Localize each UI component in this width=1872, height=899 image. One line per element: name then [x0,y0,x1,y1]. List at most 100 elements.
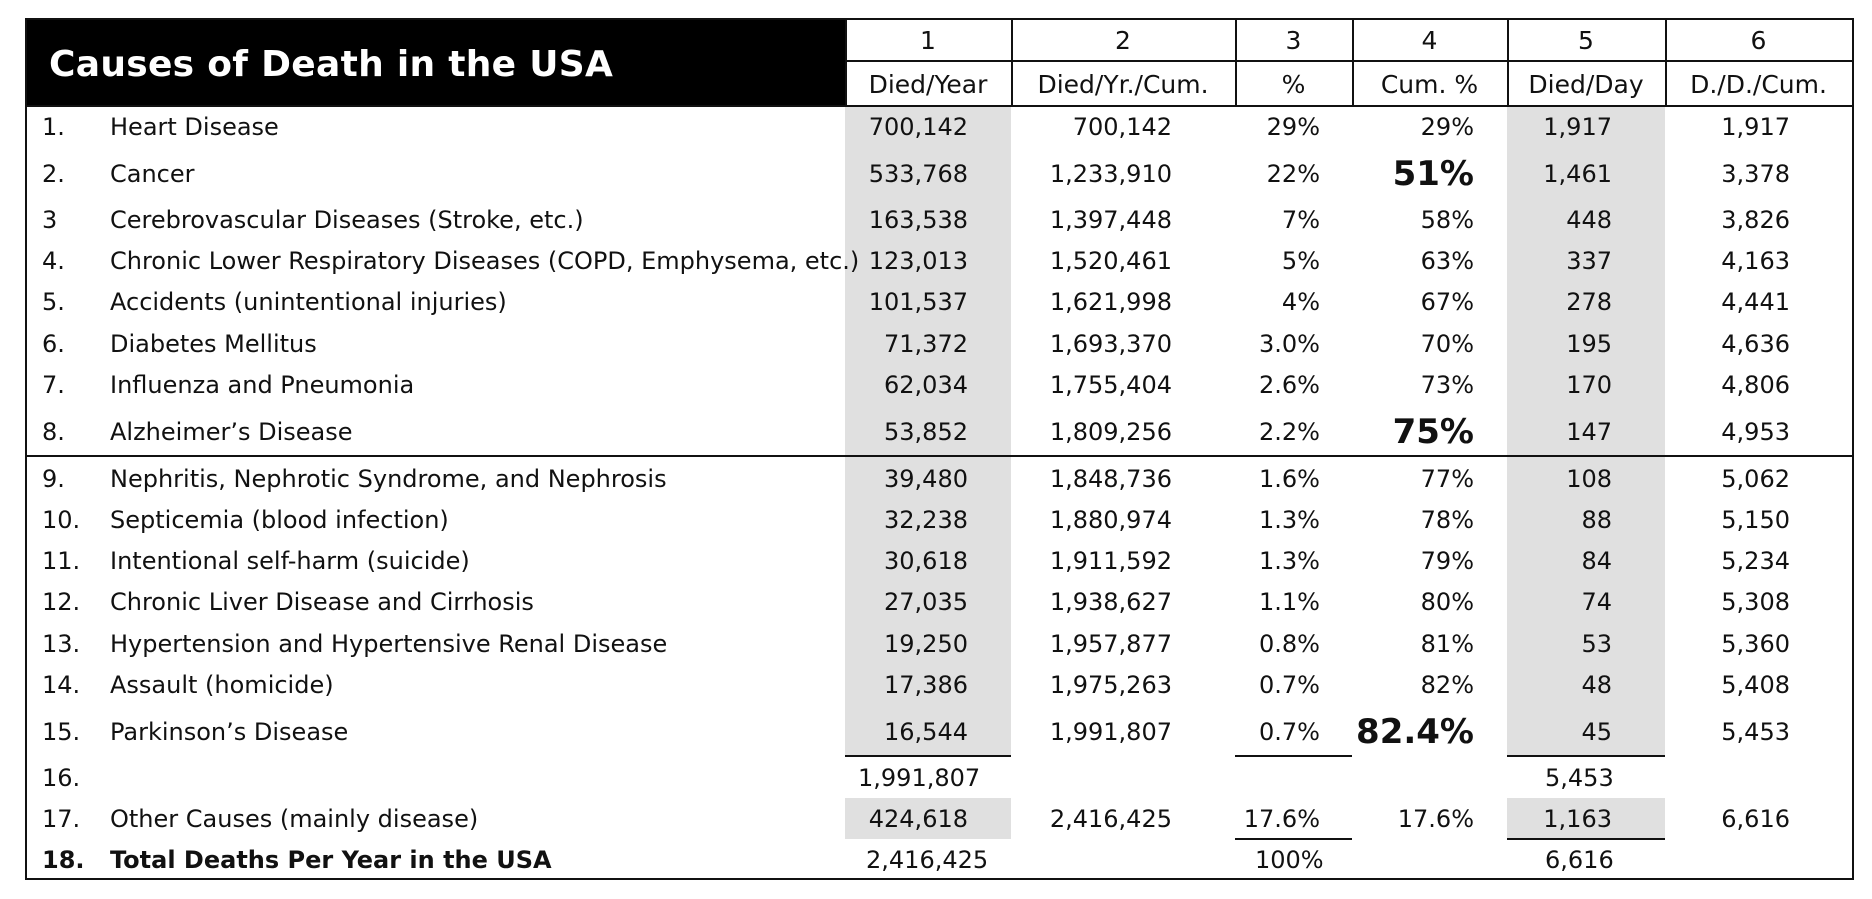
row-rank: 5. [42,288,65,316]
cell-cum-pct: 58% [1420,206,1474,234]
cell-died-year: 27,035 [884,588,968,616]
cell-died-cum: 1,991,807 [1049,718,1172,746]
row-rank: 8. [42,418,65,446]
row-cause: Alzheimer’s Disease [110,418,353,446]
row-rank: 18. [42,846,85,874]
cell-cum-pct: 67% [1420,288,1474,316]
cell-died-day: 1,163 [1543,805,1612,833]
cell-died-year: 101,537 [868,288,968,316]
cell-cum-pct: 82.4% [1356,712,1474,752]
section-divider [27,455,1852,457]
cell-pct: 100% [1255,846,1324,874]
row-cause: Septicemia (blood infection) [110,506,449,534]
cell-died-day: 5,453 [1545,764,1614,792]
cell-died-cum: 1,975,263 [1049,671,1172,699]
cell-died-year: 30,618 [884,547,968,575]
row-rank: 11. [42,547,81,575]
cell-died-cum: 700,142 [1072,113,1172,141]
cell-died-year: 533,768 [868,160,968,188]
cell-cum-pct: 77% [1420,465,1474,493]
row-rank: 7. [42,371,65,399]
cell-died-day: 170 [1566,371,1612,399]
header-divider [845,60,1852,62]
header-bottom-rule [27,105,1852,107]
header-vline [1011,20,1013,106]
cell-died-day: 74 [1581,588,1612,616]
cell-day-cum: 5,234 [1721,547,1790,575]
row-cause: Influenza and Pneumonia [110,371,415,399]
cell-pct: 1.6% [1259,465,1320,493]
cell-pct: 0.8% [1259,630,1320,658]
column-header-6: D./D./Cum. [1690,70,1827,99]
row-cause: Diabetes Mellitus [110,330,317,358]
cell-died-day: 1,461 [1543,160,1612,188]
cell-died-cum: 1,957,877 [1049,630,1172,658]
column-header-1: Died/Year [868,70,988,99]
cell-pct: 7% [1281,206,1320,234]
cell-pct: 2.2% [1259,418,1320,446]
header-vline [1235,20,1237,106]
cell-pct: 22% [1266,160,1320,188]
column-header-2: Died/Yr./Cum. [1037,70,1209,99]
row-cause: Assault (homicide) [110,671,334,699]
cell-died-day: 48 [1581,671,1612,699]
cell-day-cum: 1,917 [1721,113,1790,141]
shaded-col-died-day-row17 [1507,798,1665,839]
cell-cum-pct: 81% [1420,630,1474,658]
row-rank: 10. [42,506,81,534]
header-vline [1507,20,1509,106]
cell-day-cum: 5,453 [1721,718,1790,746]
cell-died-year: 53,852 [884,418,968,446]
cell-day-cum: 5,150 [1721,506,1790,534]
cell-day-cum: 3,378 [1721,160,1790,188]
row-rank: 13. [42,630,81,658]
row-cause: Parkinson’s Disease [110,718,349,746]
cell-died-year: 39,480 [884,465,968,493]
cell-pct: 1.3% [1259,506,1320,534]
cell-died-day: 53 [1581,630,1612,658]
row-rank: 14. [42,671,81,699]
cell-day-cum: 4,953 [1721,418,1790,446]
cell-day-cum: 3,826 [1721,206,1790,234]
cell-died-year: 32,238 [884,506,968,534]
cell-died-year: 163,538 [868,206,968,234]
subtotal-rule-died-day [1507,755,1665,757]
cell-day-cum: 6,616 [1721,805,1790,833]
cell-died-year: 71,372 [884,330,968,358]
shaded-col-died-day [1507,107,1665,756]
cell-pct: 4% [1281,288,1320,316]
cell-cum-pct: 80% [1420,588,1474,616]
row-cause: Intentional self-harm (suicide) [110,547,470,575]
cell-day-cum: 4,806 [1721,371,1790,399]
cell-cum-pct: 17.6% [1397,805,1474,833]
cell-died-day: 108 [1566,465,1612,493]
cell-pct: 3.0% [1259,330,1320,358]
cell-pct: 0.7% [1259,671,1320,699]
row-rank: 1. [42,113,65,141]
cell-day-cum: 4,636 [1721,330,1790,358]
cell-pct: 29% [1266,113,1320,141]
cell-pct: 2.6% [1259,371,1320,399]
total-rule-pct [1235,838,1352,840]
cell-died-day: 88 [1581,506,1612,534]
cell-died-year: 424,618 [868,805,968,833]
cell-died-cum: 1,755,404 [1049,371,1172,399]
cell-died-day: 195 [1566,330,1612,358]
cell-died-cum: 1,621,998 [1049,288,1172,316]
cell-day-cum: 5,360 [1721,630,1790,658]
cell-pct: 1.1% [1259,588,1320,616]
cell-died-year: 700,142 [868,113,968,141]
row-cause: Cerebrovascular Diseases (Stroke, etc.) [110,206,584,234]
row-rank: 15. [42,718,81,746]
cell-died-cum: 1,848,736 [1049,465,1172,493]
cell-died-day: 84 [1581,547,1612,575]
cell-died-day: 1,917 [1543,113,1612,141]
column-number-2: 2 [1115,26,1131,55]
cell-died-cum: 1,938,627 [1049,588,1172,616]
row-cause: Chronic Lower Respiratory Diseases (COPD… [110,247,860,275]
cell-cum-pct: 51% [1392,154,1474,194]
column-header-4: Cum. % [1380,70,1479,99]
cell-died-cum: 2,416,425 [1049,805,1172,833]
column-header-3: % [1281,70,1306,99]
column-number-5: 5 [1578,26,1594,55]
